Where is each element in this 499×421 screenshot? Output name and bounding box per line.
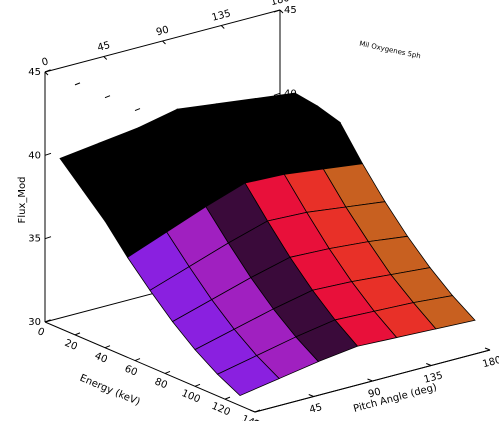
x-tick-label: 0: [36, 326, 46, 339]
x-tick-label: 20: [63, 338, 79, 353]
y-axis-title: Pitch Angle (deg): [352, 382, 438, 415]
z-tick-label: 35: [28, 234, 41, 245]
x-tick: [104, 95, 111, 99]
z-tick: [273, 9, 281, 13]
surface-cell: [216, 355, 280, 397]
x-tick-label: 80: [153, 376, 169, 391]
x-axis-title: Energy (keV): [78, 373, 142, 408]
y-tick: [220, 25, 225, 29]
x-tick: [74, 82, 81, 86]
y-tick-label: 90: [367, 387, 382, 401]
y-tick: [44, 71, 49, 76]
x-tick-label: 120: [210, 401, 232, 419]
x-tick: [224, 396, 231, 400]
z-tick-label: 45: [284, 5, 297, 16]
y-tick: [367, 378, 373, 382]
x-tick: [164, 370, 171, 374]
y-tick-label: 135: [423, 370, 444, 386]
x-tick: [44, 69, 51, 73]
x-tick: [104, 345, 111, 349]
x-tick: [74, 332, 81, 336]
x-tick: [134, 358, 141, 362]
z-tick: [44, 236, 52, 240]
axis-line: [254, 349, 491, 413]
z-tick-label: 40: [28, 150, 41, 161]
y-tick: [249, 409, 256, 413]
y-tick: [484, 347, 491, 351]
y-tick-label: 45: [308, 402, 323, 416]
y-tick-label: 180: [481, 355, 499, 371]
x-tick-label: 40: [93, 351, 109, 366]
z-axis-title: Flux_Mod: [17, 177, 28, 224]
z-tick: [44, 152, 52, 156]
y-tick: [308, 394, 314, 397]
axis-line: [44, 321, 256, 413]
y-tick: [103, 56, 108, 60]
x-tick-label: 140: [240, 414, 262, 421]
chart-title: Mil Oxygenes 5ph: [359, 40, 422, 61]
y-tick-label: 45: [96, 40, 111, 54]
x-tick: [134, 108, 141, 112]
y-tick-label: 0: [41, 56, 50, 68]
x-tick: [44, 319, 51, 323]
y-tick: [162, 40, 166, 45]
y-tick: [279, 9, 284, 14]
z-tick: [273, 92, 281, 96]
y-tick-label: 0: [253, 418, 262, 421]
x-tick-label: 100: [180, 388, 202, 406]
y-tick-label: 90: [155, 25, 170, 39]
x-tick-label: 60: [123, 363, 139, 378]
y-tick-label: 135: [211, 8, 232, 24]
y-tick: [426, 363, 432, 366]
x-tick: [194, 383, 201, 387]
z-tick-label: 30: [28, 317, 41, 328]
y-tick-label: 180: [269, 0, 290, 8]
z-tick-label: 45: [28, 67, 41, 78]
